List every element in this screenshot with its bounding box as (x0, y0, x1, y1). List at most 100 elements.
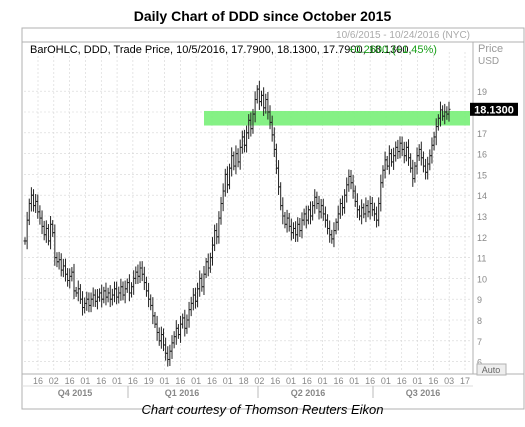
x-tick-label: 01 (381, 376, 391, 386)
ohlc-bar (385, 155, 389, 170)
ohlc-bar (106, 287, 110, 303)
ohlc-bar (189, 296, 193, 317)
y-tick-label: 15 (477, 170, 487, 180)
ohlc-bar (234, 145, 238, 175)
ohlc-bar (340, 195, 344, 216)
ohlc-bar (402, 141, 406, 164)
y-tick-label: 10 (477, 274, 487, 284)
ohlc-bar (70, 267, 74, 282)
ohlc-bar (174, 320, 178, 345)
ohlc-bar (381, 165, 385, 188)
ohlc-bar (219, 196, 223, 225)
quarter-label: Q3 2016 (406, 388, 441, 398)
ohlc-bar (138, 261, 142, 283)
ohlc-bar (285, 209, 289, 233)
ohlc-bar (421, 151, 425, 173)
x-tick-label: 19 (144, 376, 154, 386)
ohlc-bar (428, 149, 432, 171)
ohlc-bar (34, 194, 38, 213)
ohlc-bar (185, 314, 189, 334)
change-value: +0.2600, (348, 44, 391, 56)
ohlc-bar (432, 131, 436, 151)
ohlc-bar (358, 205, 362, 221)
chart-caption: Chart courtesy of Thomson Reuters Eikon (141, 402, 384, 417)
ohlc-bar (87, 292, 91, 313)
ohlc-bar (159, 326, 163, 349)
ohlc-bar (334, 218, 338, 235)
ohlc-bar (400, 136, 404, 157)
ohlc-bar (170, 335, 174, 359)
price-unit-label: Price (478, 43, 503, 55)
ohlc-bar (404, 141, 408, 162)
ohlc-bar (46, 224, 50, 246)
ohlc-bar (364, 197, 368, 223)
x-tick-labels: 16 02 16 01 16 01 16 19 01 16 01 16 01 18 02 16 01 16 01 16… (33, 376, 470, 386)
date-range: 10/6/2015 - 10/24/2016 (NYC) (336, 30, 470, 41)
ohlc-bar (59, 253, 63, 277)
ohlc-bar (210, 237, 214, 266)
ohlc-bar (193, 287, 197, 309)
ohlc-bar (360, 199, 364, 225)
auto-scale-button[interactable] (476, 363, 507, 376)
ohlc-bar (415, 147, 419, 175)
ohlc-bar (238, 139, 242, 170)
ohlc-bar (108, 285, 112, 308)
ohlc-bar (236, 148, 240, 168)
ohlc-bars (23, 80, 451, 367)
ohlc-bar (110, 288, 114, 306)
ohlc-bar (277, 160, 281, 195)
ohlc-bar (27, 198, 31, 226)
x-tick-label: 16 (302, 376, 312, 386)
ohlc-bar (447, 101, 451, 122)
ohlc-bar (347, 169, 351, 192)
ohlc-bar (204, 257, 208, 279)
ohlc-bar (44, 220, 48, 243)
ohlc-bar (49, 216, 53, 250)
ohlc-bar (417, 144, 421, 161)
ohlc-bar (66, 268, 70, 287)
y-tick-label: 14 (477, 191, 487, 201)
ohlc-bar (392, 147, 396, 170)
ohlc-bar (377, 197, 381, 227)
ohlc-bar (245, 125, 249, 153)
last-price-value: 18.1300 (474, 104, 514, 116)
ohlc-bar (225, 166, 229, 193)
ohlc-bar (38, 205, 42, 225)
ohlc-bar (74, 286, 78, 297)
ohlc-bar (260, 90, 264, 107)
ohlc-bar (136, 264, 140, 284)
ohlc-bar (172, 331, 176, 349)
x-tick-label: 03 (444, 376, 454, 386)
x-tick-label: 01 (286, 376, 296, 386)
ohlc-bar (240, 130, 244, 154)
ohlc-bar (78, 284, 82, 304)
ohlc-bar (232, 151, 236, 171)
ohlc-bar (130, 282, 134, 298)
ohlc-bar (379, 174, 383, 212)
x-tick-label: 16 (65, 376, 75, 386)
ohlc-bar (396, 139, 400, 159)
ohlc-bar (166, 346, 170, 367)
ohlc-bar (221, 183, 225, 212)
ohlc-bar (223, 168, 227, 197)
y-tick-label: 11 (477, 254, 486, 264)
ohlc-bar (319, 198, 323, 219)
ohlc-bar (161, 328, 165, 352)
ohlc-bar (343, 189, 347, 214)
ohlc-bar (157, 327, 161, 346)
ohlc-bar (215, 223, 219, 245)
ohlc-bar (355, 193, 359, 218)
x-tick-label: 16 (365, 376, 375, 386)
ohlc-bar (315, 191, 319, 210)
ohlc-bar (134, 266, 138, 285)
ohlc-bar (72, 263, 76, 300)
chart-title: Daily Chart of DDD since October 2015 (133, 8, 392, 24)
chart-frame (21, 27, 525, 410)
y-tick-label: 8 (477, 316, 482, 326)
ohlc-bar (409, 153, 413, 173)
ohlc-bar (426, 156, 430, 180)
y-tick-label: 17 (477, 129, 487, 139)
x-tick-label: 18 (239, 376, 249, 386)
ohlc-bar (413, 161, 417, 183)
